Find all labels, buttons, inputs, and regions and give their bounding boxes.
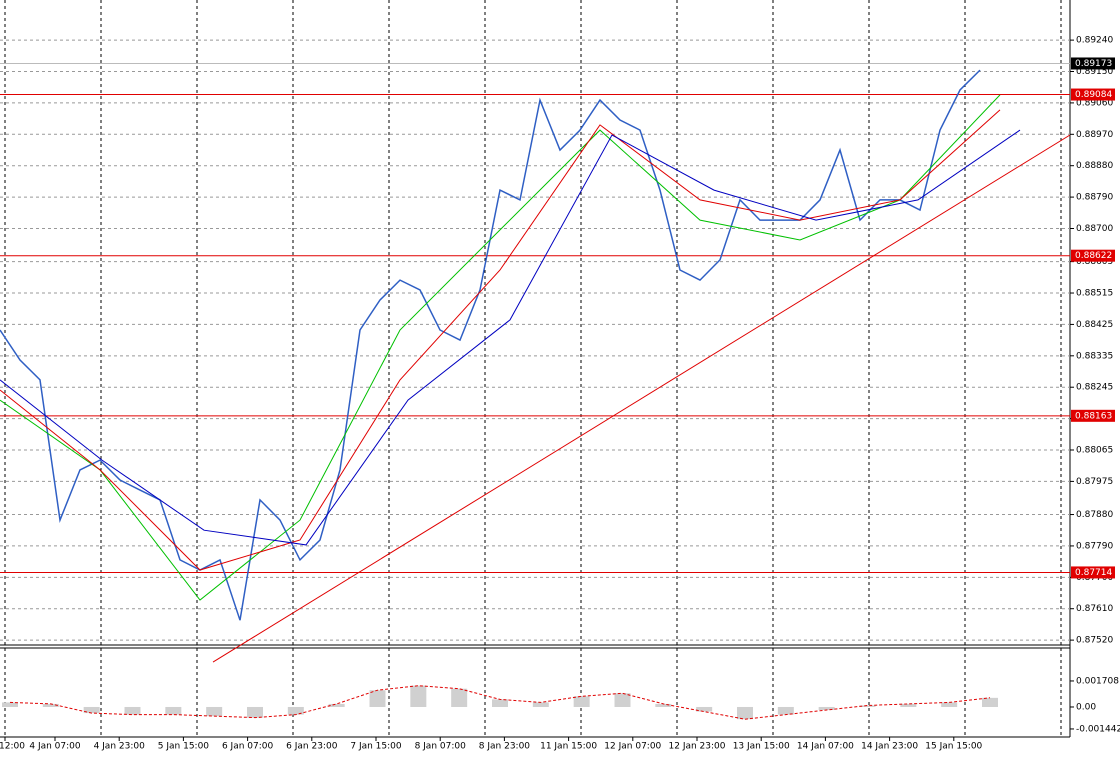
y-tick-label: 0.88425 [1076, 320, 1113, 330]
histogram-bar [124, 706, 141, 715]
histogram-bar [42, 703, 59, 707]
indicator-tick-label: 0.001708 [1076, 676, 1119, 686]
y-tick-label: 0.88880 [1076, 161, 1113, 171]
current-price-label: 0.89173 [1075, 59, 1112, 69]
x-tick-label: 5 Jan 15:00 [158, 742, 210, 752]
x-tick-label: 6 Jan 23:00 [286, 742, 338, 752]
y-tick-label: 0.88065 [1076, 446, 1113, 456]
indicator-tick-label: -0.001442 [1076, 724, 1120, 734]
y-tick-label: 0.88335 [1076, 351, 1113, 361]
level-tag [1071, 88, 1115, 101]
histogram-bar [818, 706, 835, 711]
x-tick-label: 12:00 [0, 742, 25, 752]
vertical-grid [4, 0, 1062, 737]
x-tick-label: 4 Jan 07:00 [29, 742, 81, 752]
y-tick-label: 0.88790 [1076, 193, 1113, 203]
x-tick-label: 15 Jan 15:00 [925, 742, 982, 752]
histogram-bar [247, 706, 263, 718]
histogram-bar [369, 690, 386, 707]
level-label: 0.88163 [1075, 411, 1112, 421]
histogram-bar [492, 699, 508, 707]
y-tick-label: 0.89150 [1076, 67, 1113, 77]
signal-line [9, 685, 991, 720]
histogram-bar [655, 703, 672, 707]
histogram-bar [573, 696, 590, 707]
histogram-bar [900, 703, 917, 707]
y-tick-label: 0.87520 [1076, 636, 1113, 646]
y-tick-label: 0.88970 [1076, 130, 1113, 140]
y-tick-label: 0.87880 [1076, 510, 1113, 520]
histogram-bar [451, 688, 468, 707]
histogram-bar [696, 706, 713, 712]
y-tick-label: 0.89240 [1076, 36, 1113, 46]
trendline [212, 134, 1071, 663]
y-tick-label: 0.88605 [1076, 257, 1113, 267]
y-tick-label: 0.87975 [1076, 477, 1113, 487]
histogram-bar [206, 706, 223, 717]
y-tick-label: 0.88245 [1076, 383, 1113, 393]
histogram-bar [532, 702, 549, 707]
x-tick-label: 14 Jan 07:00 [797, 742, 854, 752]
level-tag [1071, 409, 1115, 422]
x-tick-label: 12 Jan 07:00 [604, 742, 661, 752]
histogram-bar [165, 706, 182, 715]
y-tick-label: 0.87610 [1076, 604, 1113, 614]
level-label: 0.88622 [1075, 251, 1112, 261]
level-tag [1071, 566, 1115, 579]
level-tag [1071, 249, 1115, 262]
histogram-bar [737, 706, 753, 720]
level-label: 0.89084 [1075, 90, 1112, 100]
x-tick-label: 7 Jan 15:00 [350, 742, 402, 752]
y-tick-label: 0.87790 [1076, 541, 1113, 551]
level-label: 0.87714 [1075, 568, 1112, 578]
histogram-bar [328, 703, 345, 707]
x-tick-label: 13 Jan 15:00 [733, 742, 790, 752]
series-line [0, 94, 1001, 601]
histogram-bar [941, 702, 958, 707]
series-line [0, 109, 1001, 571]
y-tick-label: 0.89060 [1076, 98, 1113, 108]
histogram-bar [83, 706, 100, 714]
series-line [0, 129, 1021, 546]
x-tick-label: 12 Jan 23:00 [669, 742, 726, 752]
current-price-tag [1071, 57, 1115, 70]
histogram-bar [287, 706, 304, 715]
x-tick-label: 6 Jan 07:00 [222, 742, 274, 752]
histogram-bar [410, 685, 427, 707]
x-tick-label: 8 Jan 07:00 [415, 742, 467, 752]
indicator-tick-label: 0.00 [1076, 702, 1096, 712]
x-tick-label: 8 Jan 23:00 [479, 742, 531, 752]
y-tick-label: 0.88515 [1076, 289, 1113, 299]
histogram-bar [859, 705, 876, 707]
histogram-bar [777, 706, 794, 715]
x-tick-label: 4 Jan 23:00 [94, 742, 146, 752]
histogram-bar [614, 693, 631, 707]
y-tick-label: 0.88700 [1076, 224, 1113, 234]
x-tick-label: 14 Jan 23:00 [861, 742, 918, 752]
histogram-bar [982, 697, 998, 707]
x-tick-label: 11 Jan 15:00 [540, 742, 597, 752]
histogram-bar [2, 702, 18, 707]
